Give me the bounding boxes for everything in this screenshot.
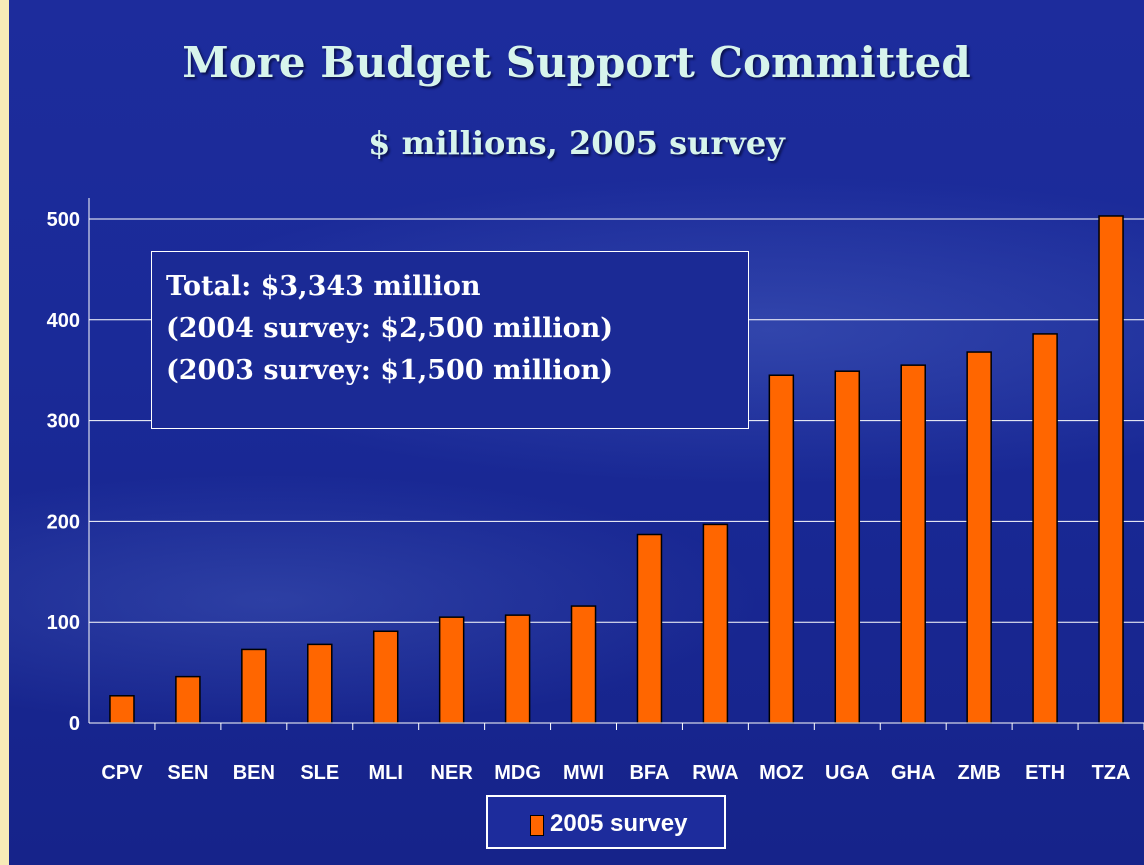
callout-2003-line: (2003 survey: $1,500 million) bbox=[166, 355, 614, 386]
bar-moz bbox=[768, 374, 795, 724]
y-tick-label: 500 bbox=[47, 209, 80, 231]
x-tick-labels: CPV SEN BEN SLE MLI NER MDG MWI BFA RWA MOZ UGA GHA Z… bbox=[101, 762, 1130, 784]
x-tick-label: ZMB bbox=[957, 762, 1000, 784]
x-tick-label: BFA bbox=[629, 762, 669, 784]
legend: 2005 survey bbox=[486, 795, 726, 849]
bar-tza bbox=[1098, 215, 1124, 724]
x-tick-label: MWI bbox=[563, 762, 604, 784]
bar-ner bbox=[438, 616, 465, 724]
bar-mli bbox=[372, 630, 399, 724]
bar-mwi bbox=[570, 605, 597, 724]
bar-gha bbox=[900, 364, 926, 724]
bar-sen bbox=[175, 675, 201, 724]
x-tick-label: TZA bbox=[1092, 762, 1131, 784]
bar-uga bbox=[834, 370, 861, 724]
y-tick-label: 400 bbox=[47, 310, 80, 332]
legend-swatch bbox=[530, 815, 544, 836]
y-tick-label: 300 bbox=[47, 411, 80, 433]
x-tick-label: UGA bbox=[825, 762, 869, 784]
bar-bfa bbox=[636, 533, 663, 724]
bar-chart: 0 100 200 300 400 500 CPV SEN BEN SLE MLI NER MDG MW… bbox=[47, 198, 1144, 784]
x-tick-label: SEN bbox=[167, 762, 208, 784]
total-callout-box: Total: $3,343 million (2004 survey: $2,5… bbox=[151, 251, 749, 429]
callout-total-line: Total: $3,343 million bbox=[166, 271, 481, 302]
y-tick-labels: 0 100 200 300 400 500 bbox=[47, 209, 80, 735]
x-tick-label: BEN bbox=[233, 762, 275, 784]
x-tick-label: SLE bbox=[300, 762, 339, 784]
x-tick-label: ETH bbox=[1025, 762, 1065, 784]
chart-title: More Budget Support Committed bbox=[182, 38, 971, 87]
legend-label: 2005 survey bbox=[550, 810, 688, 837]
bar-ben bbox=[241, 648, 267, 724]
x-tick-label: CPV bbox=[101, 762, 143, 784]
x-tick-label: MLI bbox=[369, 762, 403, 784]
y-tick-label: 0 bbox=[69, 713, 80, 735]
chart-subtitle: $ millions, 2005 survey bbox=[368, 124, 785, 162]
x-tick-label: MDG bbox=[494, 762, 541, 784]
callout-2004-line: (2004 survey: $2,500 million) bbox=[166, 313, 614, 344]
bar-rwa bbox=[702, 523, 729, 724]
x-tick-label: RWA bbox=[692, 762, 738, 784]
bar-sle bbox=[307, 643, 333, 724]
slide: 0 100 200 300 400 500 CPV SEN BEN SLE MLI NER MDG MW… bbox=[9, 0, 1144, 865]
bar-zmb bbox=[966, 351, 992, 724]
bars bbox=[109, 215, 1124, 724]
bar-eth bbox=[1032, 333, 1058, 724]
bar-mdg bbox=[504, 614, 531, 724]
bar-cpv bbox=[109, 695, 135, 724]
x-tick-label: MOZ bbox=[759, 762, 803, 784]
y-tick-label: 200 bbox=[47, 511, 80, 533]
axes bbox=[88, 198, 1144, 730]
x-tick-label: GHA bbox=[891, 762, 935, 784]
y-tick-label: 100 bbox=[47, 612, 80, 634]
x-tick-label: NER bbox=[431, 762, 474, 784]
